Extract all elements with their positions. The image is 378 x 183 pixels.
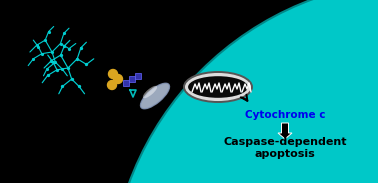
Bar xyxy=(135,73,141,79)
Ellipse shape xyxy=(141,83,169,109)
Text: Caspase-dependent
apoptosis: Caspase-dependent apoptosis xyxy=(223,137,347,159)
Text: Cytochrome c: Cytochrome c xyxy=(245,110,325,120)
Ellipse shape xyxy=(110,0,378,183)
Ellipse shape xyxy=(188,76,248,98)
Circle shape xyxy=(113,74,122,83)
Circle shape xyxy=(107,81,116,89)
Bar xyxy=(129,76,135,82)
Circle shape xyxy=(108,70,118,79)
Ellipse shape xyxy=(184,72,252,102)
Ellipse shape xyxy=(143,86,157,98)
Bar xyxy=(123,80,129,86)
FancyArrow shape xyxy=(278,123,292,139)
